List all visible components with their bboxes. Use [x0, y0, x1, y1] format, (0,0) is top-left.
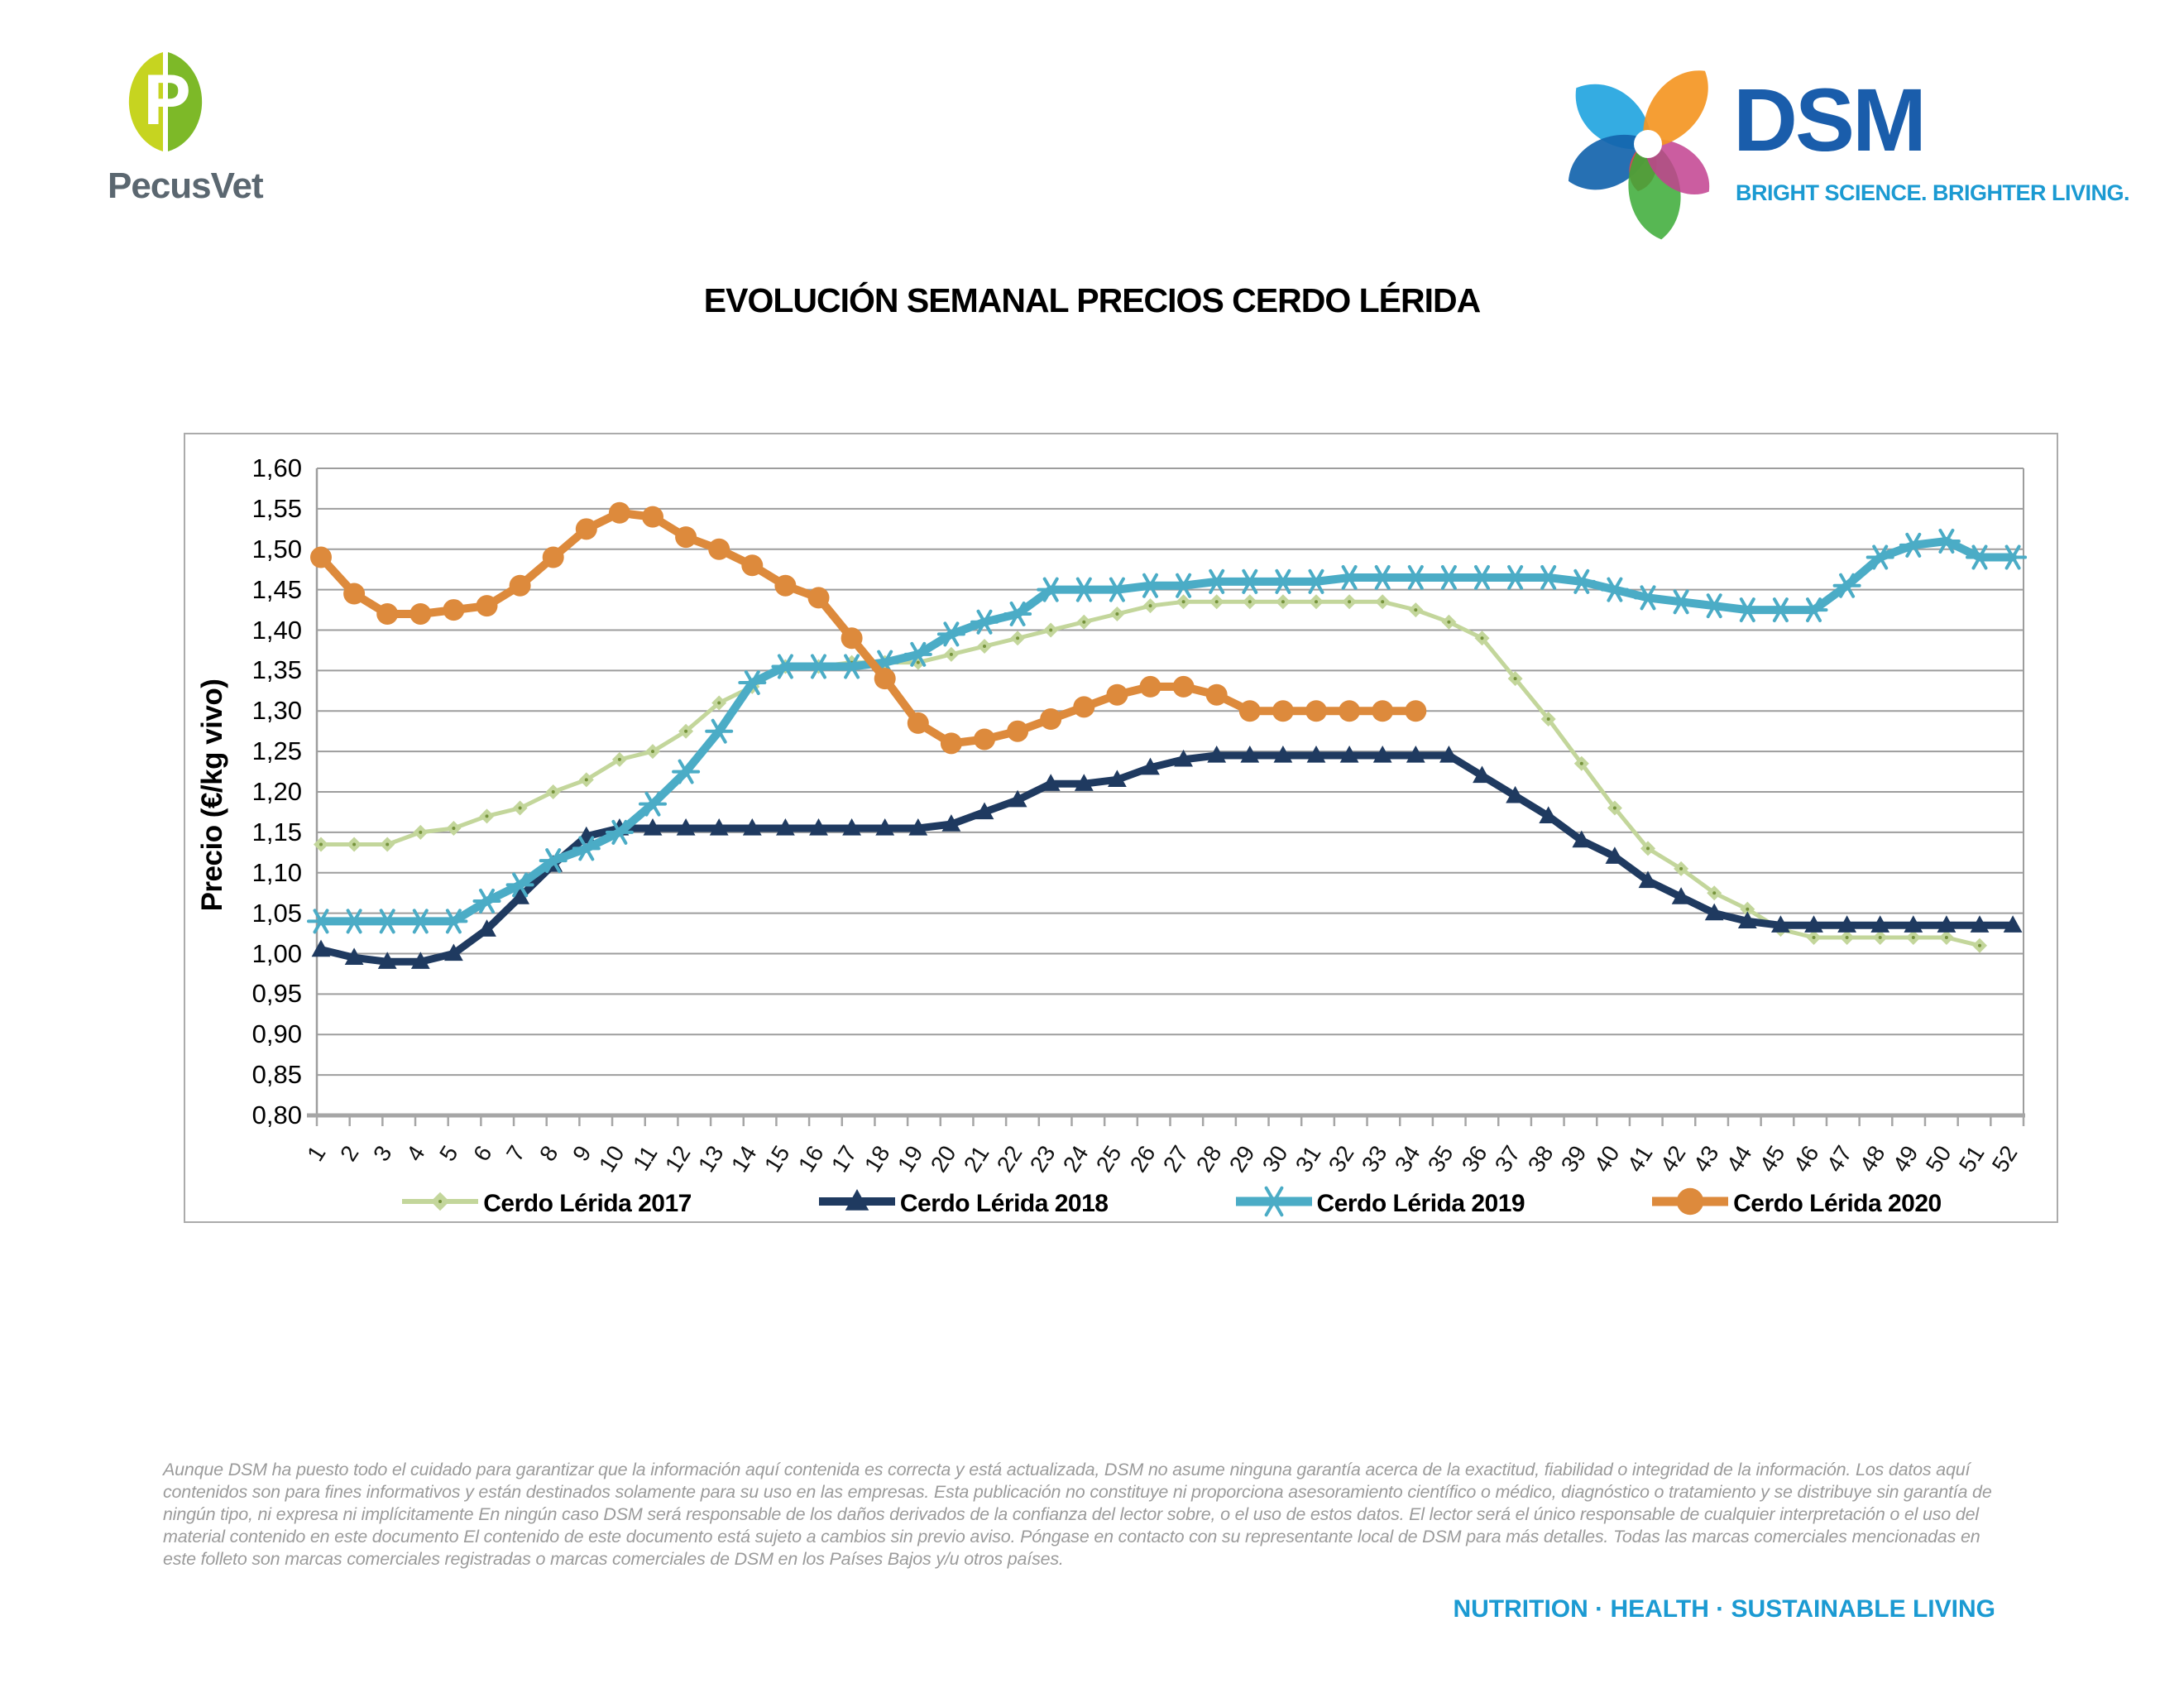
- y-tick-label: 1,50: [251, 534, 302, 563]
- legend-item-2018: Cerdo Lérida 2018: [816, 1183, 1109, 1224]
- svg-text:P: P: [143, 60, 190, 140]
- series-cerdo-lérida-2019: [307, 528, 2028, 934]
- y-tick-label: 1,40: [251, 615, 302, 645]
- y-tick-label: 1,45: [251, 574, 302, 604]
- legend-swatch-2020-icon: [1649, 1183, 1731, 1224]
- y-tick-label: 0,95: [251, 979, 302, 1009]
- y-tick-label: 1,00: [251, 938, 302, 968]
- y-tick-label: 0,85: [251, 1060, 302, 1090]
- dsm-logo-icon: [1568, 70, 1710, 240]
- y-tick-label: 1,60: [251, 453, 302, 482]
- series-cerdo-lérida-2020: [310, 501, 1427, 755]
- dsm-footer-tagline: NUTRITION · HEALTH · SUSTAINABLE LIVING: [1453, 1595, 1995, 1623]
- y-tick-label: 0,90: [251, 1019, 302, 1049]
- chart-legend: Cerdo Lérida 2017 Cerdo Lérida 2018 Cerd…: [317, 1183, 2024, 1224]
- y-tick-label: 1,05: [251, 898, 302, 928]
- legal-disclaimer: Aunque DSM ha puesto todo el cuidado par…: [163, 1460, 1992, 1569]
- y-tick-label: 1,15: [251, 817, 302, 846]
- y-tick-label: 1,35: [251, 655, 302, 685]
- y-tick-label: 1,10: [251, 857, 302, 887]
- legend-item-2020: Cerdo Lérida 2020: [1649, 1183, 1942, 1224]
- y-axis-title: Precio (€/kg vivo): [196, 679, 228, 912]
- legend-label-2018: Cerdo Lérida 2018: [899, 1189, 1109, 1217]
- chart-title: EVOLUCIÓN SEMANAL PRECIOS CERDO LÉRIDA: [703, 281, 1482, 319]
- legend-swatch-2018-icon: [816, 1183, 898, 1224]
- pecusvet-brand-text: PecusVet: [108, 165, 264, 206]
- y-tick-label: 1,30: [251, 696, 302, 726]
- legend-item-2019: Cerdo Lérida 2019: [1233, 1183, 1525, 1224]
- chart-frame: [184, 433, 2058, 1223]
- y-tick-label: 1,25: [251, 736, 302, 766]
- price-evolution-chart: [307, 468, 2028, 1126]
- y-tick-label: 1,55: [251, 493, 302, 523]
- series-cerdo-lérida-2018: [311, 746, 2023, 969]
- dsm-brand-tagline: BRIGHT SCIENCE. BRIGHTER LIVING.: [1736, 180, 2130, 205]
- legend-item-2017: Cerdo Lérida 2017: [399, 1183, 692, 1224]
- legend-swatch-2017-icon: [399, 1183, 481, 1224]
- legend-label-2020: Cerdo Lérida 2020: [1733, 1189, 1942, 1217]
- y-tick-label: 0,80: [251, 1101, 302, 1129]
- legend-label-2017: Cerdo Lérida 2017: [483, 1189, 692, 1217]
- pecusvet-logo-icon: P: [128, 52, 203, 151]
- dsm-brand-text: DSM: [1733, 70, 1927, 170]
- y-tick-label: 1,20: [251, 777, 302, 806]
- legend-label-2019: Cerdo Lérida 2019: [1316, 1189, 1525, 1217]
- legend-swatch-2019-icon: [1233, 1183, 1315, 1224]
